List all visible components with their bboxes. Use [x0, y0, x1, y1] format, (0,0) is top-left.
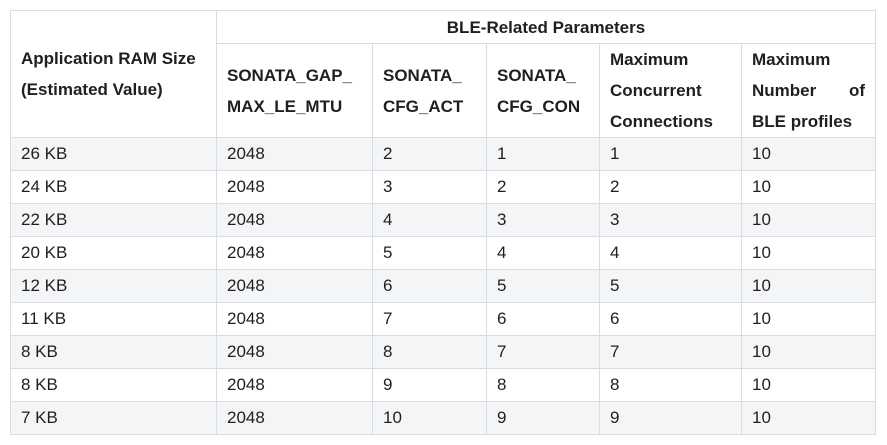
col-header-max-profiles-line-1: Maximum: [752, 50, 831, 69]
max-connections-cell: 7: [599, 335, 742, 369]
col-header-max-connections-line-3: Connections: [610, 112, 713, 131]
table-row: 11 KB 2048 7 6 6 10: [10, 302, 876, 336]
max-connections-cell: 8: [599, 368, 742, 402]
mtu-cell: 2048: [216, 335, 373, 369]
cfg-act-cell: 9: [372, 368, 487, 402]
col-header-cfg-act-line-2: CFG_ACT: [383, 96, 464, 116]
max-profiles-cell: 10: [741, 401, 876, 435]
col-header-mtu-line-1: SONATA_GAP_: [227, 65, 353, 85]
table-row: 8 KB 2048 9 8 8 10: [10, 368, 876, 402]
col-header-cfg-act: SONATA_ CFG_ACT: [372, 43, 487, 138]
ram-size-cell: 8 KB: [10, 335, 217, 369]
cfg-act-cell: 2: [372, 137, 487, 171]
col-header-cfg-act-line-1: SONATA_: [383, 65, 462, 85]
table-body: 26 KB 2048 2 1 1 10 24 KB 2048 3 2 2 10 22 KB 2048 4 3 3…: [10, 137, 876, 435]
col-header-max-connections-line-2: Concurrent: [610, 81, 702, 100]
cfg-con-cell: 8: [486, 368, 600, 402]
max-connections-cell: 2: [599, 170, 742, 204]
cfg-act-cell: 10: [372, 401, 487, 435]
table-row: 7 KB 2048 10 9 9 10: [10, 401, 876, 435]
col-header-max-connections: Maximum Concurrent Connections: [599, 43, 742, 138]
max-connections-cell: 4: [599, 236, 742, 270]
max-profiles-cell: 10: [741, 236, 876, 270]
cfg-act-cell: 8: [372, 335, 487, 369]
cfg-con-cell: 9: [486, 401, 600, 435]
group-header-row: Application RAM Size (Estimated Value) B…: [10, 10, 876, 138]
mtu-cell: 2048: [216, 137, 373, 171]
max-profiles-cell: 10: [741, 368, 876, 402]
cfg-con-cell: 3: [486, 203, 600, 237]
ram-size-cell: 11 KB: [10, 302, 217, 336]
max-profiles-cell: 10: [741, 335, 876, 369]
col-header-max-profiles-line-3: BLE profiles: [752, 112, 853, 131]
max-connections-cell: 9: [599, 401, 742, 435]
max-connections-cell: 3: [599, 203, 742, 237]
ble-parameters-table-container: Application RAM Size (Estimated Value) B…: [10, 10, 876, 435]
cfg-con-cell: 4: [486, 236, 600, 270]
ram-size-cell: 24 KB: [10, 170, 217, 204]
col-header-cfg-con: SONATA_ CFG_CON: [486, 43, 600, 138]
col-header-max-connections-line-1: Maximum: [610, 50, 689, 69]
table-row: 22 KB 2048 4 3 3 10: [10, 203, 876, 237]
ram-size-cell: 12 KB: [10, 269, 217, 303]
mtu-cell: 2048: [216, 302, 373, 336]
max-profiles-cell: 10: [741, 203, 876, 237]
ble-parameters-table: Application RAM Size (Estimated Value) B…: [10, 10, 876, 435]
ram-size-cell: 7 KB: [10, 401, 217, 435]
max-connections-cell: 5: [599, 269, 742, 303]
ram-size-cell: 20 KB: [10, 236, 217, 270]
cfg-con-cell: 7: [486, 335, 600, 369]
column-header-row: SONATA_GAP_ MAX_LE_MTU SONATA_ CFG_ACT S…: [11, 43, 876, 138]
max-connections-cell: 6: [599, 302, 742, 336]
cfg-act-cell: 4: [372, 203, 487, 237]
mtu-cell: 2048: [216, 368, 373, 402]
ram-size-header-line-1: Application RAM Size: [21, 49, 196, 68]
table-row: 12 KB 2048 6 5 5 10: [10, 269, 876, 303]
ram-size-header: Application RAM Size (Estimated Value): [10, 10, 217, 138]
max-profiles-cell: 10: [741, 137, 876, 171]
ble-parameters-group-header: BLE-Related Parameters: [216, 10, 876, 44]
cfg-act-cell: 5: [372, 236, 487, 270]
mtu-cell: 2048: [216, 203, 373, 237]
mtu-cell: 2048: [216, 170, 373, 204]
mtu-cell: 2048: [216, 269, 373, 303]
cfg-act-cell: 6: [372, 269, 487, 303]
mtu-cell: 2048: [216, 236, 373, 270]
col-header-cfg-con-line-1: SONATA_: [497, 65, 576, 85]
table-row: 8 KB 2048 8 7 7 10: [10, 335, 876, 369]
ram-size-cell: 22 KB: [10, 203, 217, 237]
cfg-con-cell: 1: [486, 137, 600, 171]
table-row: 24 KB 2048 3 2 2 10: [10, 170, 876, 204]
cfg-act-cell: 7: [372, 302, 487, 336]
cfg-con-cell: 5: [486, 269, 600, 303]
cfg-con-cell: 2: [486, 170, 600, 204]
col-header-cfg-con-line-2: CFG_CON: [497, 96, 581, 116]
max-profiles-cell: 10: [741, 269, 876, 303]
max-profiles-cell: 10: [741, 170, 876, 204]
table-row: 20 KB 2048 5 4 4 10: [10, 236, 876, 270]
mtu-cell: 2048: [216, 401, 373, 435]
ram-size-cell: 26 KB: [10, 137, 217, 171]
cfg-act-cell: 3: [372, 170, 487, 204]
max-connections-cell: 1: [599, 137, 742, 171]
col-header-mtu: SONATA_GAP_ MAX_LE_MTU: [216, 43, 373, 138]
ram-size-cell: 8 KB: [10, 368, 217, 402]
table-row: 26 KB 2048 2 1 1 10: [10, 137, 876, 171]
cfg-con-cell: 6: [486, 302, 600, 336]
max-profiles-cell: 10: [741, 302, 876, 336]
col-header-max-profiles: Maximum Number of BLE profiles: [741, 43, 876, 138]
col-header-max-profiles-line-2: Number of: [752, 81, 865, 100]
ram-size-header-line-2: (Estimated Value): [21, 80, 163, 99]
col-header-mtu-line-2: MAX_LE_MTU: [227, 96, 343, 116]
